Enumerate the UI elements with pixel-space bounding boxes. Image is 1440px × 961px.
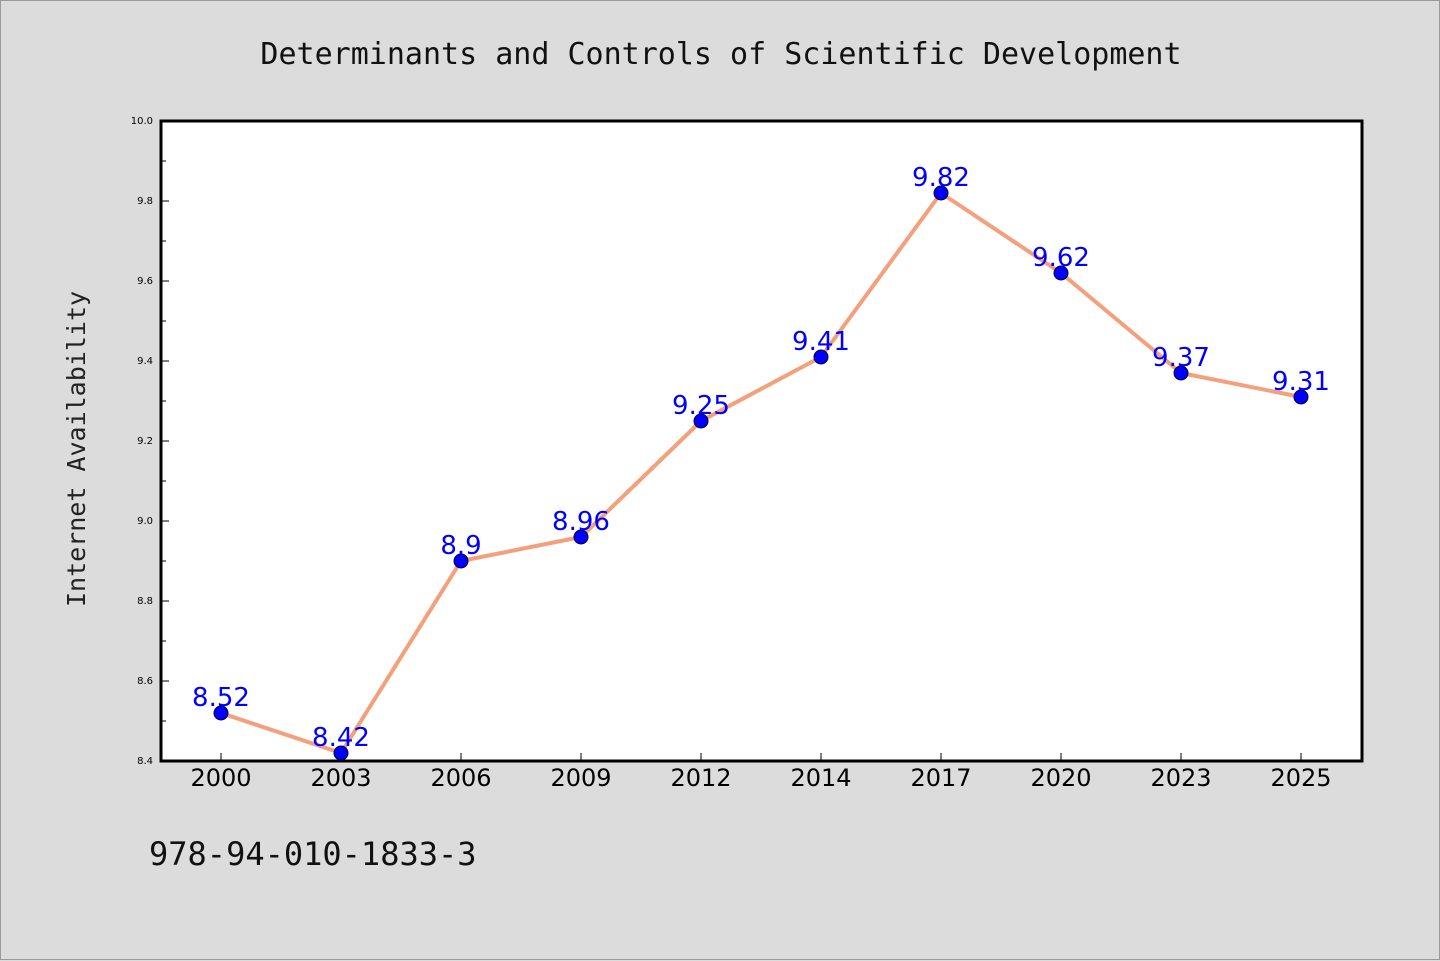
data-label: 9.25 <box>672 391 730 421</box>
y-tick-label: 9.0 <box>137 516 153 527</box>
series-line <box>220 191 1302 755</box>
data-labels: 8.52 8.42 8.9 8.96 9.25 9.41 9.82 9.62 9.37 9.31 <box>192 163 1330 753</box>
data-point <box>813 349 829 365</box>
data-point <box>1173 365 1189 381</box>
chart-title: Determinants and Controls of Scientific … <box>260 37 1181 72</box>
y-tick-label: 8.4 <box>137 756 153 767</box>
data-point <box>573 529 589 545</box>
data-label: 9.41 <box>792 327 850 357</box>
data-label: 8.96 <box>552 507 610 537</box>
plot-area <box>161 121 1362 761</box>
y-axis-label: Internet Availability <box>62 291 91 607</box>
x-tick-label: 2009 <box>550 764 611 792</box>
y-tick-label: 10.0 <box>131 116 153 127</box>
x-tick-label: 2003 <box>310 764 371 792</box>
y-axis: 8.4 8.6 8.8 9.0 9.2 9.4 9.6 9.8 10.0 <box>131 116 169 767</box>
y-tick-label: 9.6 <box>137 276 153 287</box>
data-label: 9.82 <box>912 163 970 193</box>
series-layer <box>213 185 1309 761</box>
data-point <box>693 413 709 429</box>
x-tick-label: 2025 <box>1270 764 1331 792</box>
data-label: 9.31 <box>1272 367 1330 397</box>
y-tick-label: 8.8 <box>137 596 153 607</box>
y-tick-label: 9.2 <box>137 436 153 447</box>
x-tick-label: 2006 <box>430 764 491 792</box>
data-label: 8.52 <box>192 683 250 713</box>
x-tick-label: 2000 <box>190 764 251 792</box>
data-point <box>213 705 229 721</box>
isbn-footer: 978-94-010-1833-3 <box>149 835 477 873</box>
x-axis: 2000 2003 2006 2009 2012 2014 2017 2020 2023 2025 <box>190 753 1332 792</box>
y-tick-label: 9.4 <box>137 356 153 367</box>
data-point <box>1053 265 1069 281</box>
data-point <box>453 553 469 569</box>
x-tick-label: 2017 <box>910 764 971 792</box>
data-point <box>933 185 949 201</box>
x-tick-label: 2012 <box>670 764 731 792</box>
data-label: 9.62 <box>1032 243 1090 273</box>
y-tick-label: 8.6 <box>137 676 153 687</box>
y-tick-label: 9.8 <box>137 196 153 207</box>
data-label: 8.42 <box>312 723 370 753</box>
plot-frame <box>159 119 1364 763</box>
data-label: 8.9 <box>440 531 481 561</box>
data-point <box>1293 389 1309 405</box>
data-label: 9.37 <box>1152 343 1210 373</box>
x-tick-label: 2023 <box>1150 764 1211 792</box>
x-tick-label: 2020 <box>1030 764 1091 792</box>
x-tick-label: 2014 <box>790 764 851 792</box>
